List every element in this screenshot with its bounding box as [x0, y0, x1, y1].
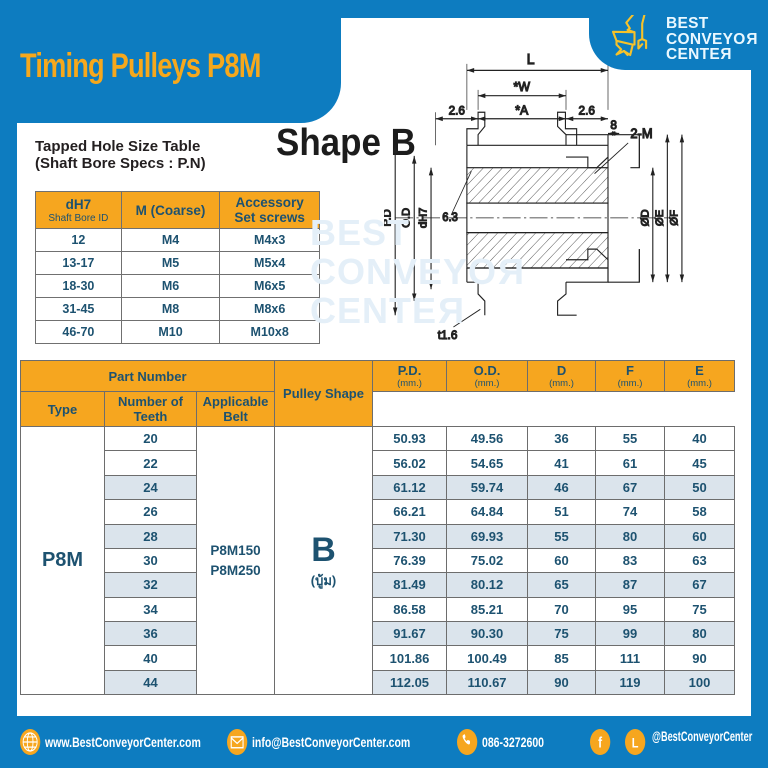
svg-text:L: L — [527, 52, 535, 68]
svg-text:f: f — [598, 734, 602, 751]
svg-text:*W: *W — [514, 80, 530, 94]
svg-text:2-M: 2-M — [630, 126, 652, 141]
svg-text:2.6: 2.6 — [449, 103, 466, 117]
svg-text:L: L — [632, 735, 639, 751]
svg-text:8: 8 — [610, 117, 617, 131]
svg-text:2.6: 2.6 — [579, 103, 596, 117]
svg-text:*A: *A — [515, 103, 529, 117]
